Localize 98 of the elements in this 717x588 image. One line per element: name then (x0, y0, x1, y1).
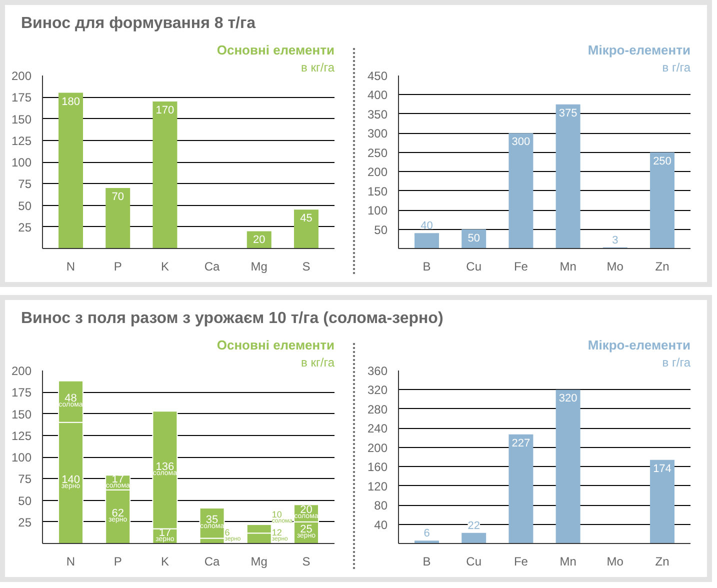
x-tick-label: N (66, 554, 76, 568)
y-tick-label: 25 (18, 515, 32, 530)
y-tick-label: 125 (11, 134, 32, 148)
x-tick-label: S (302, 554, 310, 568)
y-tick-label: 100 (11, 156, 32, 170)
x-tick-label: Ca (204, 260, 220, 274)
y-tick-label: 250 (367, 146, 388, 160)
chart-title: Мікро-елементи (588, 42, 691, 58)
data-label: 300 (512, 136, 530, 148)
y-tick-label: 125 (11, 428, 32, 443)
x-tick-label: Mg (250, 554, 268, 568)
y-tick-label: 200 (367, 440, 388, 455)
y-tick-label: 350 (367, 107, 388, 122)
data-label: 250 (653, 155, 672, 168)
y-tick-label: 200 (367, 165, 388, 180)
y-tick-label: 50 (18, 198, 32, 213)
y-tick-label: 175 (11, 90, 32, 105)
data-label: 174 (653, 462, 672, 475)
x-tick-label: B (422, 260, 431, 274)
x-tick-label: Mn (560, 554, 576, 568)
y-tick-label: 50 (18, 494, 32, 508)
bar (294, 210, 318, 248)
y-tick-label: 360 (367, 364, 388, 378)
bar (106, 188, 130, 248)
chart-title: Мікро-елементи (588, 338, 691, 352)
x-tick-label: Fe (514, 554, 528, 568)
data-label: 10 (272, 509, 282, 520)
y-tick-label: 50 (374, 222, 388, 237)
y-tick-label: 80 (374, 498, 388, 513)
y-tick-label: 200 (11, 69, 32, 83)
x-tick-label: Ca (204, 554, 220, 568)
chart-title: Основні елементи (216, 42, 335, 58)
data-label: 170 (156, 104, 174, 116)
data-label: 6 (224, 528, 230, 538)
x-tick-label: Cu (466, 554, 482, 568)
data-label: 22 (468, 520, 480, 532)
y-tick-label: 175 (11, 386, 32, 400)
data-label: 50 (468, 232, 480, 244)
y-tick-label: 150 (11, 407, 32, 422)
data-label: 3 (612, 234, 618, 246)
x-tick-label: N (66, 260, 76, 274)
x-tick-label: B (422, 554, 431, 568)
x-tick-label: K (160, 260, 169, 274)
bar (650, 152, 674, 248)
chart-subtitle: в кг/га (301, 356, 335, 370)
bar (508, 434, 534, 544)
y-tick-label: 450 (367, 69, 388, 83)
data-label: 70 (112, 190, 124, 203)
y-tick-label: 150 (367, 184, 388, 198)
bar (462, 532, 486, 544)
x-tick-label: P (114, 260, 122, 274)
x-tick-label: Mg (250, 260, 268, 274)
y-tick-label: 75 (18, 472, 32, 486)
data-label: 20 (253, 234, 266, 246)
bar (508, 133, 534, 248)
data-label: 45 (300, 212, 312, 225)
x-tick-label: Cu (466, 260, 482, 274)
data-label: 227 (512, 437, 530, 450)
y-tick-label: 200 (11, 364, 32, 378)
data-label: 12 (272, 528, 282, 538)
x-tick-label: Zn (655, 260, 670, 274)
data-label: 375 (558, 107, 578, 120)
x-tick-label: Mn (560, 260, 576, 274)
y-tick-label: 160 (367, 460, 388, 474)
y-tick-label: 400 (367, 88, 388, 102)
y-tick-label: 150 (11, 112, 32, 126)
y-tick-label: 25 (18, 220, 32, 234)
chart-subtitle: в кг/га (301, 60, 335, 74)
y-tick-label: 320 (367, 383, 388, 398)
x-tick-label: S (302, 260, 310, 274)
data-label: 6 (424, 528, 430, 540)
x-tick-label: Mo (606, 554, 624, 568)
bar (556, 390, 580, 544)
y-tick-label: 100 (367, 204, 388, 218)
x-tick-label: Fe (514, 260, 528, 274)
bar (650, 460, 674, 544)
y-tick-label: 280 (367, 402, 388, 416)
x-tick-label: Mo (606, 260, 624, 274)
y-tick-label: 300 (367, 126, 388, 141)
bar (414, 233, 440, 248)
x-tick-label: Zn (655, 554, 670, 568)
chart-subtitle: в г/га (662, 60, 691, 74)
y-tick-label: 240 (367, 422, 388, 436)
bar (556, 104, 580, 248)
y-tick-label: 75 (18, 177, 32, 192)
bar (152, 101, 178, 248)
bar (58, 92, 84, 248)
y-tick-label: 100 (11, 450, 32, 464)
x-tick-label: K (160, 554, 169, 568)
y-tick-label: 40 (374, 518, 388, 532)
data-label: 180 (62, 96, 80, 108)
text: Винос з поля разом з урожаєм 10 т/га (солома-зерно) (21, 309, 444, 329)
data-label: 320 (558, 392, 578, 405)
chart-title: Основні елементи (216, 338, 335, 352)
y-tick-label: 120 (367, 479, 388, 494)
text: Винос для формування 8 т/га (21, 14, 256, 34)
x-tick-label: P (114, 554, 122, 568)
chart-subtitle: в г/га (662, 356, 691, 370)
